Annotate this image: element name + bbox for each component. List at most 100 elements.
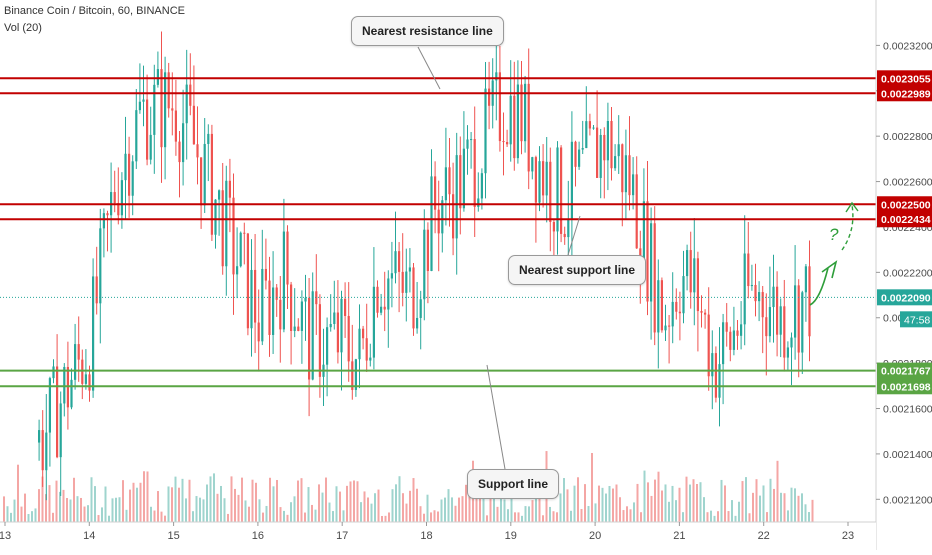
candle [336, 312, 339, 353]
volume-bar [416, 488, 418, 522]
volume-bar [59, 491, 61, 522]
volume-bar [794, 488, 796, 522]
volume-bar [769, 478, 772, 522]
volume-bar [24, 493, 26, 522]
volume-bar [528, 506, 530, 522]
volume-bar [678, 487, 681, 522]
volume-bar [538, 481, 541, 522]
candle [704, 312, 707, 315]
candle [599, 134, 602, 178]
volume-bar [752, 492, 754, 522]
volume-bar [479, 487, 481, 522]
volume-bar [724, 485, 726, 522]
candle [185, 84, 188, 124]
candle [63, 366, 66, 404]
support-price-tag-label: 0.0021698 [881, 381, 931, 393]
candle [228, 180, 231, 198]
volume-bar [377, 489, 380, 522]
volume-bar [192, 511, 194, 522]
volume-bar [559, 493, 562, 522]
volume-bar [94, 486, 96, 522]
volume-bar [524, 506, 527, 522]
volume-bar [664, 484, 667, 522]
volume-bar [468, 486, 471, 522]
candle [722, 322, 725, 365]
volume-bar [178, 487, 180, 522]
projection-dashed [841, 204, 854, 251]
volume-bar [55, 480, 58, 522]
candle [45, 432, 48, 471]
candle [578, 149, 581, 167]
candle [434, 176, 437, 210]
candle [56, 366, 59, 458]
volume-bar [475, 479, 478, 522]
candle [300, 301, 303, 331]
volume-bar [202, 499, 205, 522]
candle [696, 258, 699, 312]
candle [41, 430, 44, 471]
candle [664, 325, 667, 331]
volume-bar [787, 510, 789, 522]
volume-bar [584, 484, 586, 522]
candle [221, 190, 224, 267]
volume-label[interactable]: Vol (20) [4, 22, 42, 34]
candle [286, 231, 289, 285]
symbol-label[interactable]: Binance Coin / Bitcoin, 60, BINANCE [4, 5, 185, 17]
candle [128, 153, 131, 196]
candle [315, 291, 318, 305]
volume-bar [293, 496, 296, 522]
candle [524, 83, 527, 142]
candle [207, 133, 210, 144]
candle [650, 223, 653, 302]
near-support-callout[interactable]: Nearest support line [508, 255, 647, 285]
volume-bar [668, 501, 670, 522]
volume-bar [244, 500, 247, 522]
volume-bar [241, 477, 243, 522]
candle [124, 153, 127, 181]
support-price-tag [877, 378, 932, 395]
volume-bar [216, 493, 219, 522]
candle [347, 315, 350, 362]
time-tick-label: 20 [589, 530, 601, 542]
candle [318, 304, 321, 377]
volume-bar [17, 464, 19, 522]
volume-bar [206, 484, 208, 522]
volume-bar [125, 509, 128, 522]
volume-bar [300, 478, 303, 522]
candle [106, 213, 109, 216]
volume-bar [237, 494, 240, 522]
volume-bar [265, 505, 268, 522]
candle [236, 266, 239, 275]
volume-bar [636, 483, 639, 522]
candle [308, 297, 311, 380]
volume-bar [454, 505, 457, 522]
time-tick-label: 17 [336, 530, 348, 542]
candle [513, 95, 516, 159]
volume-bar [318, 484, 320, 522]
resistance-callout[interactable]: Nearest resistance line [351, 16, 504, 46]
volume-bar [647, 482, 649, 522]
candle [538, 161, 541, 203]
volume-bar [671, 485, 674, 522]
volume-bar [248, 506, 250, 522]
question-mark: ? [829, 225, 839, 244]
volume-bar [713, 515, 716, 522]
candle [581, 148, 584, 150]
volume-bar [342, 510, 345, 522]
volume-bar [444, 497, 446, 522]
volume-bar [657, 471, 660, 522]
support-price-tag [877, 362, 932, 379]
support-callout[interactable]: Support line [467, 469, 559, 499]
volume-bar [6, 506, 9, 522]
volume-bar [437, 511, 439, 522]
volume-bar [797, 495, 800, 522]
volume-bar [335, 486, 338, 522]
volume-bar [31, 511, 33, 522]
volume-bar [279, 507, 282, 522]
projection-dashed-head [845, 201, 859, 213]
volume-bar [363, 491, 366, 522]
volume-bar [552, 511, 555, 522]
volume-bar [535, 485, 537, 522]
